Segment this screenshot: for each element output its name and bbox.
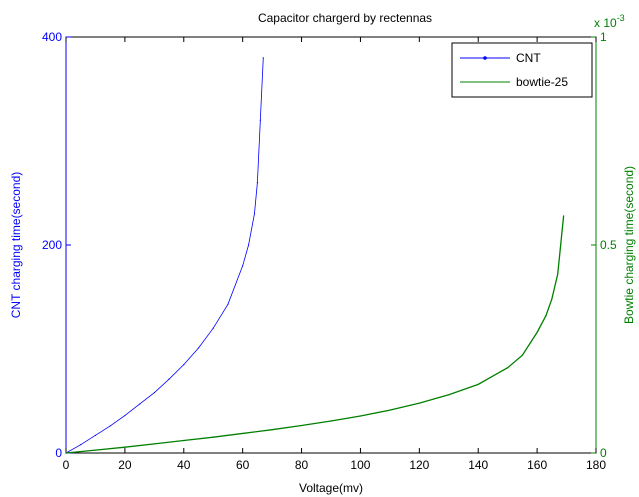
data-point-bowtie <box>154 443 155 444</box>
x-tick-label: 60 <box>236 458 250 472</box>
data-point-bowtie <box>545 315 546 316</box>
data-point-bowtie <box>563 215 564 216</box>
y-tick-label: 400 <box>42 30 62 44</box>
y2-tick-label: 0.5 <box>600 238 617 252</box>
data-point-cnt <box>124 415 125 416</box>
legend-label-bowtie: bowtie-25 <box>516 75 568 89</box>
data-point-bowtie <box>242 433 243 434</box>
x-tick-label: 120 <box>409 458 429 472</box>
data-point-bowtie <box>560 244 561 245</box>
data-point-bowtie <box>478 384 479 385</box>
x-tick-label: 160 <box>527 458 547 472</box>
data-point-bowtie <box>272 429 273 430</box>
data-point-cnt <box>254 213 255 214</box>
data-point-cnt <box>80 444 81 445</box>
y2-multiplier-exponent: -3 <box>617 13 625 23</box>
data-point-bowtie <box>330 420 331 421</box>
x-axis-label: Voltage(mv) <box>299 481 363 495</box>
plot-frame <box>66 37 596 453</box>
data-point-bowtie <box>448 394 449 395</box>
x-tick-label: 80 <box>295 458 309 472</box>
legend-label-cnt: CNT <box>516 51 541 65</box>
x-tick-label: 20 <box>118 458 132 472</box>
legend: CNT bowtie-25 <box>452 43 592 97</box>
data-point-cnt <box>257 182 258 183</box>
x-tick-label: 180 <box>586 458 606 472</box>
data-point-cnt <box>213 328 214 329</box>
data-point-cnt <box>95 435 96 436</box>
data-point-cnt <box>168 379 169 380</box>
legend-marker-cnt <box>483 56 487 60</box>
data-point-bowtie <box>95 449 96 450</box>
data-point-bowtie <box>124 447 125 448</box>
data-point-cnt <box>198 347 199 348</box>
data-point-bowtie <box>389 410 390 411</box>
data-point-cnt <box>242 265 243 266</box>
data-point-bowtie <box>301 425 302 426</box>
data-point-bowtie <box>419 402 420 403</box>
x-tick-label: 0 <box>63 458 70 472</box>
y2-multiplier: x 10-3 <box>594 13 625 30</box>
y-tick-label: 0 <box>55 446 62 460</box>
x-tick-label: 100 <box>350 458 370 472</box>
data-point-cnt <box>154 392 155 393</box>
data-point-bowtie <box>65 452 66 453</box>
data-point-bowtie <box>522 355 523 356</box>
data-point-cnt <box>260 120 261 121</box>
data-point-bowtie <box>557 274 558 275</box>
data-point-cnt <box>227 304 228 305</box>
data-point-bowtie <box>213 437 214 438</box>
x-tick-label: 40 <box>177 458 191 472</box>
data-point-bowtie <box>360 415 361 416</box>
y-axis-label: CNT charging time(second) <box>9 172 23 319</box>
data-point-bowtie <box>507 367 508 368</box>
y2-multiplier-base: x 10 <box>594 16 617 30</box>
chart-title: Capacitor chargerd by rectennas <box>258 11 432 25</box>
data-point-cnt <box>139 404 140 405</box>
y-tick-label: 200 <box>42 238 62 252</box>
data-point-cnt <box>263 57 264 58</box>
data-point-bowtie <box>183 440 184 441</box>
data-point-bowtie <box>537 332 538 333</box>
data-point-cnt <box>110 425 111 426</box>
data-point-bowtie <box>551 298 552 299</box>
y2-axis-label: Bowtie charging time(second) <box>622 166 636 324</box>
data-point-cnt <box>183 364 184 365</box>
data-point-cnt <box>248 244 249 245</box>
x-tick-label: 140 <box>468 458 488 472</box>
y2-tick-label: 1 <box>600 30 607 44</box>
